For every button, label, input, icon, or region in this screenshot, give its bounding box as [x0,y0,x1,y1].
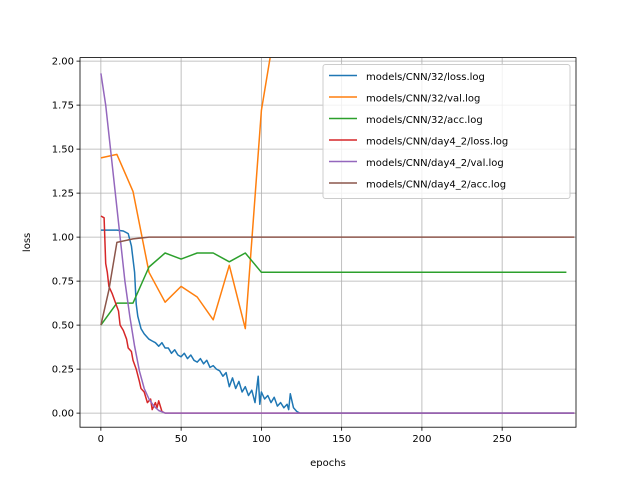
series-line-2 [100,252,567,326]
y-tick-label: 1.75 [52,101,74,112]
series-line-5 [100,236,575,326]
x-tick-label: 0 [98,434,104,445]
x-tick-label: 50 [175,434,188,445]
series-line-0 [100,229,575,414]
series-line-1 [100,57,271,330]
legend-label: models/CNN/32/val.log [366,94,480,105]
y-tick-label: 2.00 [52,57,74,68]
x-axis-label: epochs [310,458,346,469]
series-line-3 [100,215,575,414]
x-tick-label: 100 [252,434,271,445]
series-line-4 [100,73,575,414]
x-tick-label: 250 [493,434,512,445]
series-layer [100,57,575,414]
legend-label: models/CNN/32/acc.log [366,115,483,126]
y-tick-label: 0.00 [52,409,74,420]
y-tick-label: 0.50 [52,321,74,332]
legend: models/CNN/32/loss.log models/CNN/32/val.… [322,64,571,199]
y-tick-label: 1.50 [52,145,74,156]
y-tick-label: 1.00 [52,233,74,244]
x-tick-label: 200 [412,434,431,445]
y-tick-label: 0.75 [52,277,74,288]
axis-ticks: 0 50 100 150 200 250 0.00 0.25 0.50 0.75 1.00 1.25 1… [52,57,512,446]
x-tick-label: 150 [332,434,351,445]
y-axis-label: loss [22,233,33,252]
legend-box [322,64,571,199]
legend-label: models/CNN/day4_2/val.log [366,158,504,169]
plot-frame [79,57,577,428]
legend-label: models/CNN/32/loss.log [366,72,485,83]
y-tick-label: 1.25 [52,189,74,200]
legend-label: models/CNN/day4_2/loss.log [366,137,508,148]
y-tick-label: 0.25 [52,365,74,376]
legend-label: models/CNN/day4_2/acc.log [366,180,506,191]
